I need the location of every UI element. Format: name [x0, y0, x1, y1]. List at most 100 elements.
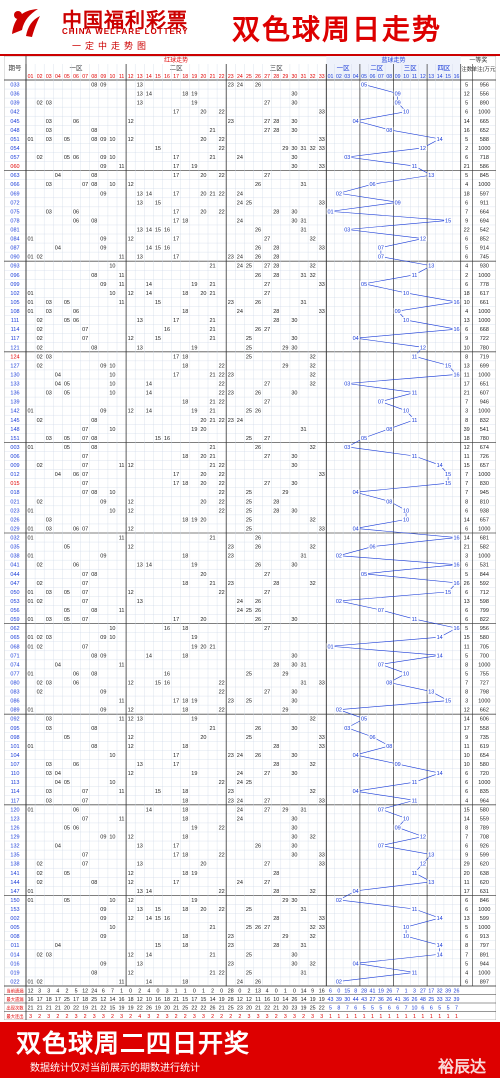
count-cell: 17 — [464, 889, 470, 895]
issue-cell: 047 — [10, 581, 19, 587]
red-ball: 11 — [119, 608, 125, 614]
red-ball: 30 — [291, 101, 297, 107]
red-number-header: 29 — [282, 74, 288, 80]
red-ball: 31 — [300, 146, 306, 152]
red-ball: 25 — [246, 925, 252, 931]
blue-ball: 11 — [412, 907, 418, 913]
red-ball: 32 — [310, 717, 316, 723]
red-ball: 05 — [64, 155, 70, 161]
blue-ball: 10 — [403, 671, 409, 677]
red-ball: 10 — [109, 137, 115, 143]
count-cell: 3 — [465, 699, 468, 705]
stat-red-value: 0 — [193, 989, 196, 995]
red-ball: 18 — [182, 708, 188, 714]
count-cell: 4 — [465, 798, 468, 804]
red-ball: 02 — [37, 101, 43, 107]
issue-cell: 114 — [11, 789, 20, 795]
red-number-header: 30 — [292, 74, 298, 80]
red-ball: 02 — [37, 354, 43, 360]
stat-red-value: 2 — [38, 1014, 41, 1020]
stat-red-value: 16 — [119, 997, 125, 1003]
issue-cell: 050 — [10, 590, 19, 596]
count-cell: 6 — [465, 608, 468, 614]
blue-ball-bg — [410, 353, 419, 360]
blue-ball: 10 — [403, 934, 409, 940]
count-cell: 6 — [465, 155, 468, 161]
red-ball: 08 — [91, 436, 97, 442]
red-ball: 20 — [200, 517, 206, 523]
red-ball: 25 — [246, 735, 252, 741]
red-ball: 09 — [100, 409, 106, 415]
stat-red-value: 17 — [55, 997, 61, 1003]
amount-cell: 718 — [480, 155, 489, 161]
red-ball: 25 — [246, 499, 252, 505]
amount-cell: 956 — [480, 83, 489, 89]
red-ball: 32 — [310, 354, 316, 360]
amount-cell: 699 — [480, 363, 489, 369]
red-ball: 11 — [119, 282, 125, 288]
red-ball: 18 — [182, 835, 188, 841]
blue-ball-bg — [351, 960, 360, 967]
stat-red-value: 17 — [191, 997, 197, 1003]
red-ball: 15 — [155, 227, 161, 233]
issue-cell: 092 — [10, 717, 19, 723]
red-ball: 20 — [200, 907, 206, 913]
red-ball: 25 — [246, 907, 252, 913]
stat-red-value: 19 — [310, 997, 316, 1003]
blue-ball: 14 — [437, 463, 443, 469]
amount-cell: 657 — [480, 463, 489, 469]
red-ball: 19 — [191, 563, 197, 569]
blue-ball: 15 — [445, 699, 451, 705]
red-ball: 08 — [91, 970, 97, 976]
amount-cell: 1000 — [478, 182, 490, 188]
red-ball: 05 — [64, 871, 70, 877]
red-ball: 01 — [27, 708, 33, 714]
red-ball: 09 — [100, 83, 106, 89]
red-ball: 15 — [155, 916, 161, 922]
red-ball: 19 — [191, 282, 197, 288]
red-ball: 27 — [264, 264, 270, 270]
count-cell: 5 — [465, 653, 468, 659]
red-ball: 11 — [119, 816, 125, 822]
red-number-header: 07 — [82, 74, 88, 80]
blue-ball-bg — [402, 670, 411, 677]
stat-red-value: 3 — [247, 1014, 250, 1020]
amount-cell: 835 — [480, 789, 489, 795]
blue-ball-bg — [402, 407, 411, 414]
stat-red-value: 14 — [282, 997, 288, 1003]
blue-number-header: 07 — [378, 74, 384, 80]
red-ball: 22 — [219, 173, 225, 179]
red-ball: 33 — [319, 680, 325, 686]
count-cell: 5 — [465, 572, 468, 578]
red-ball: 18 — [182, 454, 188, 460]
blue-ball-bg — [393, 99, 402, 106]
red-ball: 07 — [82, 816, 88, 822]
red-ball: 25 — [246, 608, 252, 614]
red-ball: 29 — [282, 708, 288, 714]
red-ball: 22 — [219, 146, 225, 152]
red-ball: 23 — [228, 961, 234, 967]
amount-cell: 938 — [480, 508, 489, 514]
blue-ball-bg — [444, 480, 453, 487]
red-ball: 02 — [37, 336, 43, 342]
blue-ball: 06 — [369, 735, 375, 741]
stat-red-value: 21 — [46, 1006, 52, 1012]
red-ball: 27 — [264, 798, 270, 804]
blue-ball: 01 — [327, 644, 333, 650]
red-ball: 32 — [310, 762, 316, 768]
red-ball: 30 — [291, 336, 297, 342]
stat-blue-value: 5 — [379, 1006, 382, 1012]
red-ball: 24 — [237, 418, 243, 424]
red-ball: 20 — [200, 291, 206, 297]
red-ball: 05 — [64, 545, 70, 551]
red-ball: 01 — [27, 635, 33, 641]
red-ball: 28 — [273, 889, 279, 895]
stat-red-value: 2 — [302, 1014, 305, 1020]
red-ball: 06 — [73, 209, 79, 215]
red-ball: 10 — [109, 780, 115, 786]
blue-ball: 10 — [403, 409, 409, 415]
count-cell: 5 — [465, 137, 468, 143]
red-ball: 23 — [228, 255, 234, 261]
issue-cell: 117 — [11, 798, 20, 804]
red-ball: 07 — [82, 798, 88, 804]
